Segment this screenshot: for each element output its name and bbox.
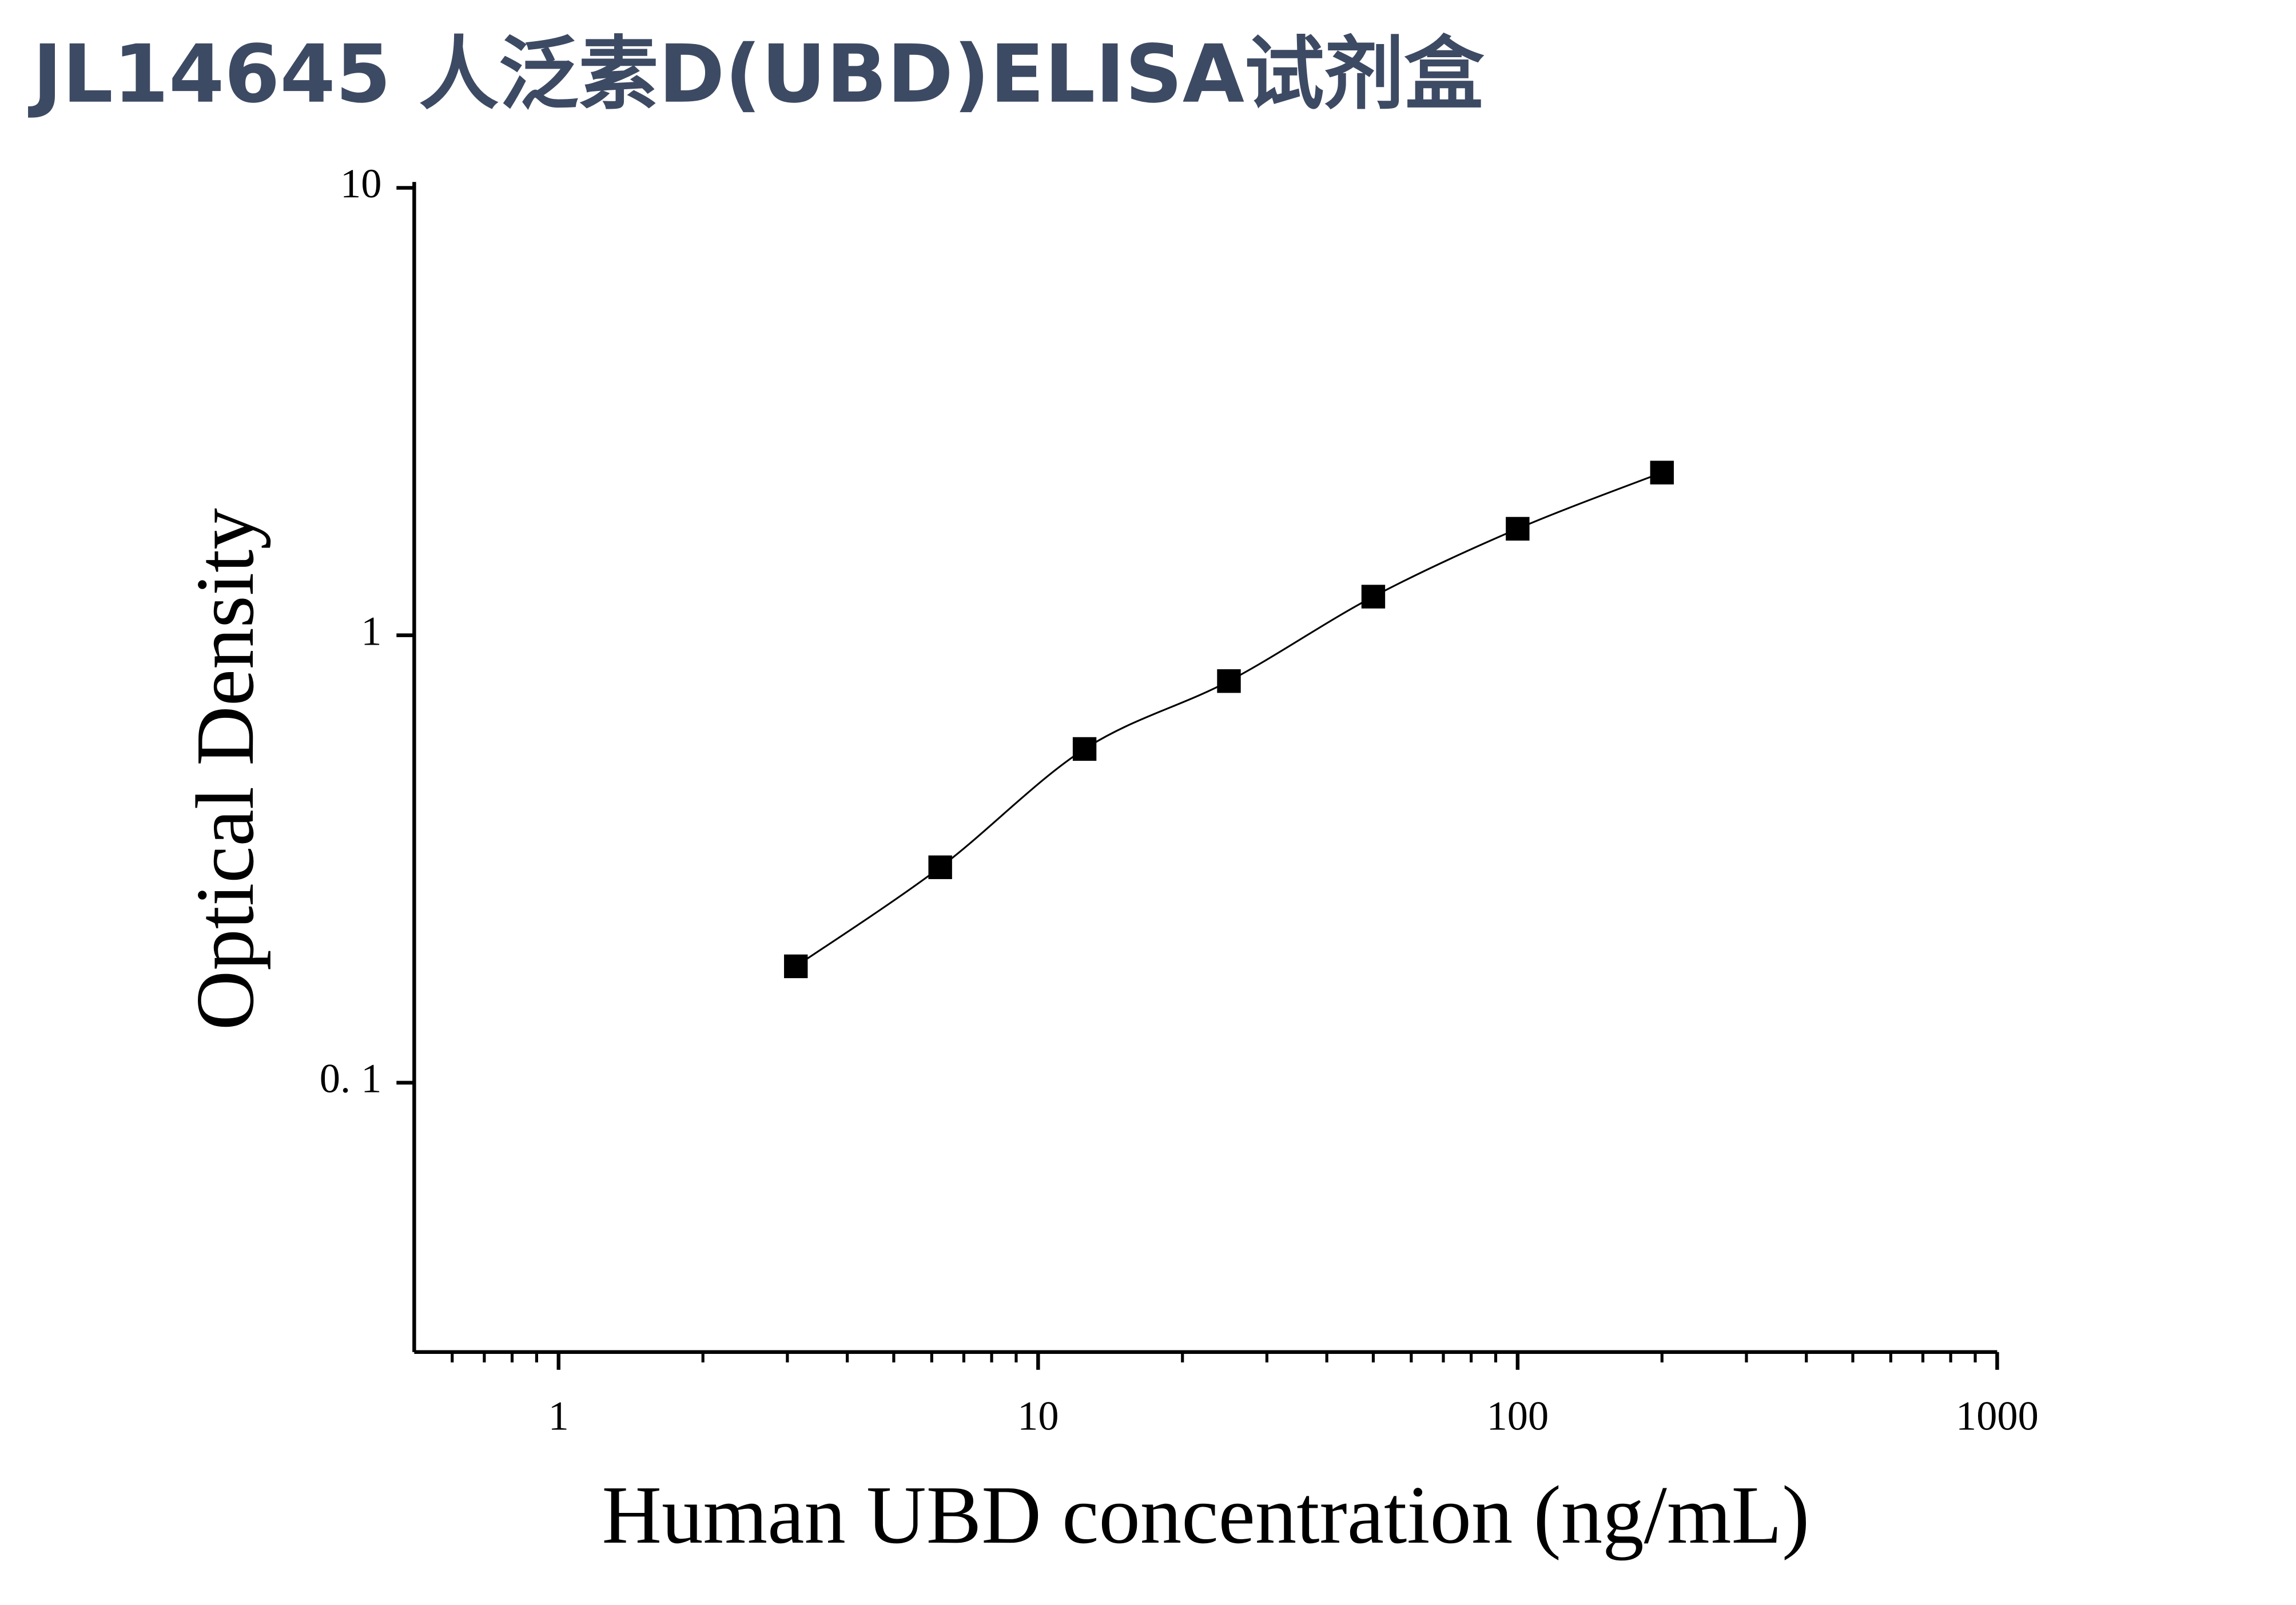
data-point [1072,737,1097,761]
data-point [1650,460,1674,484]
chart-title: JL14645 人泛素D(UBD)ELISA试剂盒 [28,27,1485,121]
data-point [1506,517,1530,541]
data-point [928,855,952,879]
x-axis-label: Human UBD concentration (ng/mL) [602,1469,1809,1561]
y-tick-label: 10 [340,160,381,206]
data-point [1217,669,1241,693]
x-tick-label: 1 [548,1392,569,1439]
y-tick-label: 1 [361,607,381,654]
x-tick-label: 1000 [1956,1392,2039,1439]
fit-line [795,471,1662,967]
y-axis-label: Optical Density [180,508,271,1030]
x-tick-label: 10 [1017,1392,1059,1439]
x-tick-label: 100 [1487,1392,1549,1439]
data-point [1361,585,1386,609]
y-tick-label: 0. 1 [320,1055,382,1101]
data-point [784,954,808,979]
